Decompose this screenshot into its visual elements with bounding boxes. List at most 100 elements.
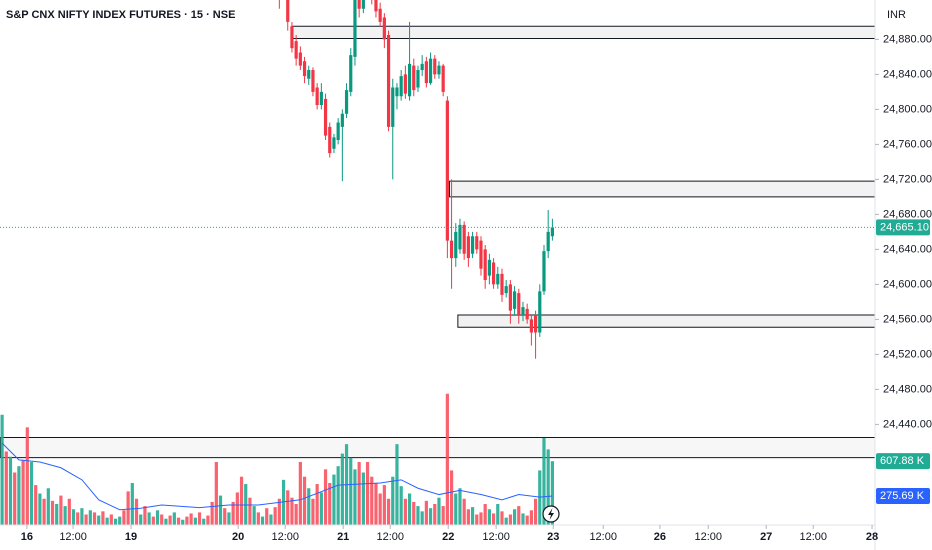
volume-bar [302, 476, 307, 525]
volume-bar [504, 517, 508, 525]
volume-bar [143, 506, 147, 525]
candle-body [336, 122, 340, 140]
volume-bar [286, 490, 290, 525]
volume-bar [92, 512, 97, 525]
candle-body [491, 262, 496, 285]
volume-bar [118, 516, 122, 525]
x-tick-label: 12:00 [271, 531, 299, 543]
volume-bar [29, 462, 34, 525]
volume-bar [470, 507, 475, 525]
volume-bar [332, 474, 336, 525]
volume-bar [244, 484, 248, 525]
candle-body [416, 70, 420, 88]
volume-bar [151, 516, 155, 525]
volume-bar [214, 462, 218, 525]
candle-body [445, 100, 449, 241]
candle-body [311, 70, 315, 92]
candle-body [319, 91, 323, 105]
candle-body [424, 61, 428, 84]
y-tick-label: 24,720.00 [883, 173, 932, 185]
volume-bar [105, 517, 109, 525]
candle-body [433, 58, 437, 75]
candle-body [550, 227, 554, 237]
volume-bar [88, 510, 92, 525]
y-tick-label: 24,760.00 [883, 138, 932, 150]
volume-bar [21, 459, 25, 525]
x-tick-label: 20 [232, 531, 244, 543]
y-tick-label: 24,440.00 [883, 418, 932, 430]
zone [457, 314, 875, 328]
volume-bar [462, 498, 466, 525]
candle-body [353, 0, 357, 57]
volume-bar [80, 508, 84, 525]
volume-ma-label: 275.69 K [880, 490, 925, 502]
volume-ma-label-box [876, 488, 930, 505]
candle-body [349, 55, 353, 92]
volume-bar [370, 476, 374, 525]
volume-bar [483, 504, 487, 525]
candle-body [546, 231, 550, 252]
candle-body [525, 308, 529, 320]
volume-bar [8, 456, 13, 525]
volume-bar [550, 461, 554, 525]
volume-bar [273, 507, 277, 525]
volume-bar [416, 506, 420, 525]
candle-body [517, 293, 521, 315]
volume-bar [46, 488, 50, 525]
x-tick-label: 23 [547, 531, 559, 543]
zone [291, 25, 875, 39]
candle-body [462, 224, 466, 254]
candle-body [361, 0, 365, 9]
volume-bar [487, 509, 491, 525]
currency-label: INR [887, 9, 906, 21]
volume-bar [458, 488, 462, 525]
y-tick-label: 24,880.00 [883, 33, 932, 45]
volume-bar [206, 515, 210, 525]
y-tick-label: 24,680.00 [883, 208, 932, 220]
x-tick-label: 12:00 [799, 531, 827, 543]
volume-bar [248, 497, 252, 525]
volume-bar [76, 512, 80, 525]
x-tick-label: 12:00 [589, 531, 617, 543]
volume-bar [109, 514, 113, 525]
volume-bar [307, 488, 311, 525]
volume-bar [454, 493, 458, 525]
volume-bar [512, 509, 517, 525]
volume-bar [412, 501, 416, 525]
candle-body [458, 224, 462, 250]
candle-body [412, 65, 416, 91]
volume-bar [399, 486, 403, 525]
volume-bar [71, 509, 76, 525]
volume-bar [357, 462, 361, 525]
volume-bar [218, 495, 223, 525]
volume-bar [403, 498, 407, 525]
candle-body [323, 98, 328, 136]
volume-bar [525, 515, 529, 525]
volume-bar [441, 506, 445, 525]
volume-bar [235, 492, 239, 525]
volume-bar [97, 515, 101, 525]
volume-bar [424, 500, 428, 525]
candle-body [403, 74, 407, 94]
candle-body [399, 76, 403, 97]
volume-ma-line [1, 442, 553, 511]
x-tick-label: 26 [654, 531, 666, 543]
volume-bar [290, 497, 294, 525]
candle-body [307, 70, 311, 79]
candle-body [533, 315, 538, 333]
volume-bar [315, 484, 319, 525]
volume-bar [391, 476, 395, 525]
volume-bar [294, 504, 298, 525]
candle-body [487, 259, 491, 276]
candle-body [374, 0, 378, 12]
volume-bar [181, 519, 185, 525]
volume-bar [353, 469, 357, 525]
volume-bar [491, 513, 496, 525]
y-tick-label: 24,840.00 [883, 68, 932, 80]
volume-bar [538, 470, 542, 525]
volume-bar [42, 498, 46, 525]
volume-bar [34, 485, 38, 525]
replay-icon[interactable] [542, 505, 560, 523]
y-tick-label: 24,600.00 [883, 278, 932, 290]
